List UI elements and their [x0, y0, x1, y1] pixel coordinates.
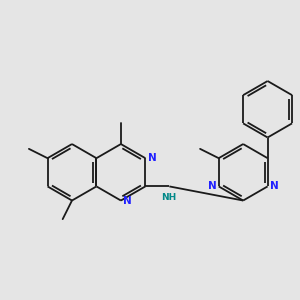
- Text: N: N: [208, 182, 217, 191]
- Text: N: N: [148, 153, 156, 163]
- Text: NH: NH: [161, 193, 176, 202]
- Text: N: N: [123, 196, 132, 206]
- Text: N: N: [270, 182, 279, 191]
